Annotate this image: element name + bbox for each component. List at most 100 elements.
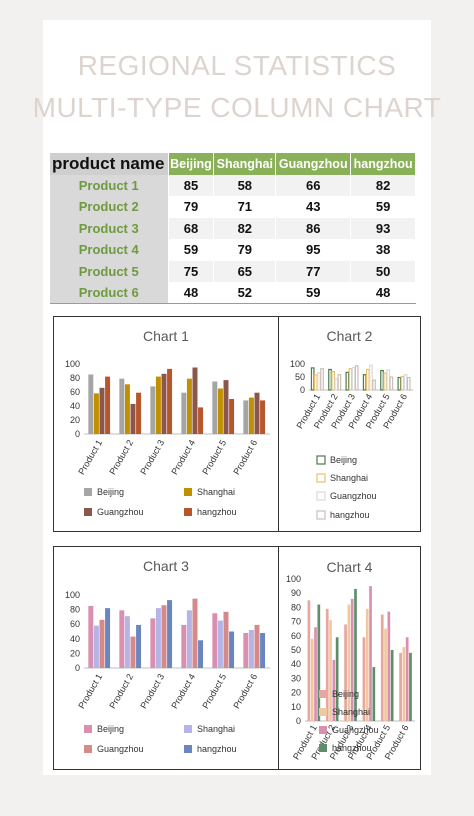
- bar-shanghai-product-2: [331, 370, 336, 391]
- legend-label: Beijing: [330, 455, 357, 465]
- page-title-line-1: REGIONAL STATISTICS: [77, 50, 397, 81]
- y-tick-label: 100: [290, 359, 305, 369]
- x-tick-label: Product 1: [76, 672, 104, 710]
- bar-hangzhou-product-4: [198, 407, 204, 434]
- cell-value: 79: [168, 196, 215, 218]
- bar-hangzhou-product-1: [320, 368, 324, 391]
- bar-hangzhou-product-6: [260, 400, 266, 434]
- legend-label: Beijing: [97, 724, 124, 734]
- bar-guangzhou-product-4: [369, 364, 373, 391]
- y-tick-label: 20: [70, 648, 80, 658]
- bar-beijing-product-4: [181, 392, 187, 434]
- bar-guangzhou-product-1: [317, 372, 321, 391]
- bar-beijing-product-5: [380, 369, 384, 391]
- legend-swatch: [319, 690, 327, 698]
- cell-value: 75: [168, 260, 215, 282]
- legend-swatch: [184, 488, 192, 496]
- cell-value: 52: [213, 282, 277, 304]
- bar-beijing-product-4: [362, 637, 366, 721]
- bar-hangzhou-product-4: [372, 667, 376, 721]
- bar-hangzhou-product-1: [105, 376, 111, 434]
- y-tick-label: 100: [65, 590, 80, 600]
- bar-guangzhou-product-5: [223, 380, 229, 434]
- bar-guangzhou-product-3: [350, 598, 354, 721]
- bar-hangzhou-product-5: [229, 399, 235, 434]
- bar-guangzhou-product-6: [403, 374, 408, 391]
- bar-shanghai-product-2: [329, 620, 332, 721]
- x-tick-label: Product 3: [138, 672, 166, 710]
- bar-guangzhou-product-5: [387, 611, 391, 721]
- legend-swatch: [84, 745, 92, 753]
- legend-swatch: [184, 725, 192, 733]
- legend-swatch: [316, 510, 326, 520]
- bar-guangzhou-product-2: [130, 636, 136, 668]
- bar-hangzhou-product-1: [317, 604, 321, 721]
- bar-beijing-product-5: [380, 614, 384, 721]
- cell-value: 85: [168, 174, 215, 196]
- bar-shanghai-product-5: [217, 620, 223, 668]
- bar-beijing-product-6: [397, 376, 402, 391]
- row-label: Product 1: [50, 174, 169, 196]
- y-tick-label: 0: [300, 385, 305, 395]
- cell-value: 77: [275, 260, 352, 282]
- y-tick-label: 60: [291, 631, 301, 641]
- bar-hangzhou-product-5: [390, 650, 394, 721]
- y-tick-label: 100: [65, 359, 80, 369]
- cell-value: 82: [350, 174, 416, 196]
- bar-beijing-product-4: [362, 374, 367, 391]
- bar-guangzhou-product-6: [254, 624, 260, 668]
- bar-guangzhou-product-3: [351, 367, 356, 391]
- table-row: Product 1 85 58 66 82: [50, 174, 416, 196]
- y-tick-label: 40: [70, 634, 80, 644]
- cell-value: 48: [168, 282, 215, 304]
- cell-value: 68: [168, 217, 215, 239]
- legend-label: Guangzhou: [97, 507, 144, 517]
- table-row: Product 6 48 52 59 48: [50, 282, 416, 304]
- legend-label: hangzhou: [332, 743, 372, 753]
- bar-beijing-product-6: [243, 632, 249, 668]
- legend-swatch: [319, 744, 327, 752]
- legend-swatch: [84, 725, 92, 733]
- bar-shanghai-product-4: [365, 368, 370, 391]
- bar-beijing-product-5: [212, 613, 218, 668]
- row-label: Product 5: [50, 260, 169, 282]
- bar-beijing-product-2: [325, 608, 329, 721]
- bar-shanghai-product-4: [365, 608, 369, 721]
- bar-hangzhou-product-1: [105, 608, 111, 668]
- header-beijing: Beijing: [168, 153, 215, 175]
- cell-value: 59: [275, 282, 352, 304]
- bar-guangzhou-product-5: [386, 369, 391, 391]
- x-tick-label: Product 6: [231, 438, 259, 476]
- bar-shanghai-product-6: [248, 630, 254, 668]
- x-tick-label: Product 1: [76, 438, 104, 476]
- legend-label: Guangzhou: [97, 744, 144, 754]
- bar-beijing-product-3: [150, 618, 156, 668]
- cell-value: 95: [275, 239, 352, 261]
- legend-label: Guangzhou: [330, 491, 377, 501]
- legend-swatch: [184, 745, 192, 753]
- bar-hangzhou-product-3: [167, 600, 173, 668]
- bar-hangzhou-product-3: [354, 588, 357, 721]
- cell-value: 58: [213, 174, 277, 196]
- bar-shanghai-product-4: [186, 610, 192, 668]
- y-tick-label: 80: [291, 602, 301, 612]
- bar-shanghai-product-3: [348, 368, 353, 391]
- bar-shanghai-product-1: [313, 374, 318, 391]
- x-tick-label: Product 2: [107, 438, 135, 476]
- cell-value: 59: [168, 239, 215, 261]
- legend-label: Guangzhou: [332, 725, 379, 735]
- bar-shanghai-product-5: [383, 372, 387, 391]
- bar-beijing-product-2: [328, 368, 332, 391]
- table-row: Product 3 68 82 86 93: [50, 217, 416, 239]
- legend-label: Shanghai: [197, 487, 235, 497]
- bar-beijing-product-3: [150, 386, 156, 434]
- chart-title: Chart 1: [143, 328, 189, 344]
- bar-hangzhou-product-5: [389, 376, 394, 391]
- data-table: product name Beijing Shanghai Guangzhou …: [50, 153, 416, 304]
- legend-label: Shanghai: [197, 724, 235, 734]
- bar-hangzhou-product-4: [372, 379, 376, 391]
- y-tick-label: 50: [291, 645, 301, 655]
